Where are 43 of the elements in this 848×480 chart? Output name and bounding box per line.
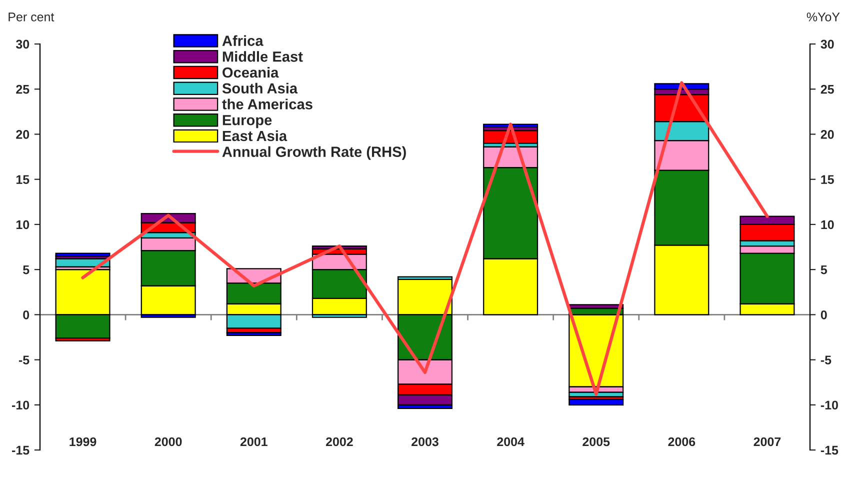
legend-label: Europe (222, 115, 272, 128)
bar (568, 398, 624, 406)
y2-tick-label: 10 (821, 220, 834, 230)
x-tick-label: 2003 (412, 437, 438, 446)
legend-label: Oceania (222, 66, 279, 78)
y-tick-label: -5 (18, 356, 30, 364)
y-tick-label: -15 (12, 446, 30, 455)
x-tick-label: 2000 (154, 437, 182, 446)
legend-label: East Asia (222, 130, 288, 142)
x-tick-label: 2006 (668, 437, 696, 446)
x-tick-label: 2004 (497, 437, 524, 446)
x-tick-label: 2007 (754, 437, 781, 446)
line-series (81, 81, 769, 396)
y-tick-label: 25 (16, 84, 30, 94)
x-tick-label: 2002 (326, 437, 353, 446)
y-tick-label: 5 (23, 265, 30, 274)
y2-tick-label: 15 (821, 175, 834, 184)
y-tick-label: 0 (23, 310, 30, 320)
y-tick-label: -10 (12, 400, 30, 410)
x-tick-label: 1999 (70, 437, 96, 446)
bar (55, 252, 110, 257)
y2-tick-label: 5 (820, 265, 828, 274)
y2-tick-label: 0 (820, 310, 827, 320)
legend-label: South Asia (222, 82, 298, 94)
legend-label: Africa (222, 35, 264, 46)
y2-tick-label: 20 (820, 130, 834, 139)
y-tick-label: 15 (16, 175, 30, 184)
y2-axis-title: %YoY (806, 12, 840, 22)
y2-tick-label: 30 (820, 40, 834, 49)
y-axis-title: Per cent (8, 12, 54, 22)
y-tick-label: 10 (16, 220, 30, 230)
legend-label: Middle East (222, 51, 303, 62)
y2-tick-label: 25 (820, 84, 834, 94)
legend-label: Annual Growth Rate (RHS) (222, 146, 406, 160)
y-tick-label: 20 (16, 130, 30, 139)
y2-tick-label: -5 (820, 356, 832, 364)
y2-tick-label: -10 (820, 400, 838, 410)
y-tick-label: 30 (16, 40, 30, 49)
y2-tick-label: -15 (820, 446, 838, 455)
bar (483, 124, 538, 128)
x-tick-label: 2001 (240, 437, 268, 446)
x-tick-label: 2005 (582, 437, 610, 446)
legend-label: the Americas (222, 98, 312, 110)
